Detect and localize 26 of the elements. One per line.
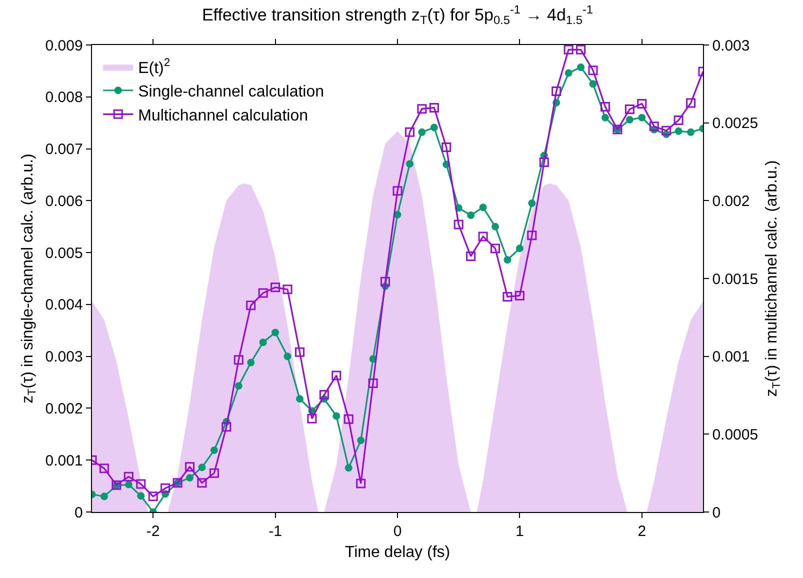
y-tick-label: 0.004 [45,296,83,314]
y-tick-label: 0.003 [45,348,83,366]
y-tick-label: 0.007 [45,141,83,158]
y2-tick-label: 0 [712,504,721,522]
x-tick-label: -2 [146,523,160,540]
y2-tick-label: 0.003 [712,37,750,54]
y-tick-label: 0.002 [45,400,83,418]
x-tick-label: 1 [516,523,524,540]
x-tick-label: 0 [393,523,402,540]
y2-tick-label: 0.001 [712,348,750,366]
x-tick-label: -1 [268,523,282,540]
y-tick-label: 0 [74,504,83,522]
y2-tick-label: 0.0025 [712,115,758,132]
y-tick-label: 0.005 [45,244,83,262]
x-axis-title: Time delay (fs) [344,544,450,561]
y2-tick-label: 0.0005 [712,426,758,444]
legend-label: Single-channel calculation [138,84,324,101]
y-tick-label: 0.008 [45,89,83,106]
x-tick-label: 2 [638,523,646,540]
legend-label: Multichannel calculation [138,107,308,124]
y-tick-label: 0.006 [45,192,83,210]
y-tick-label: 0.001 [45,452,83,470]
y-tick-label: 0.009 [45,37,83,54]
y2-tick-label: 0.0015 [712,270,758,288]
y2-tick-label: 0.002 [712,192,750,210]
legend-label: E(t)$^{2}$ [138,57,170,77]
